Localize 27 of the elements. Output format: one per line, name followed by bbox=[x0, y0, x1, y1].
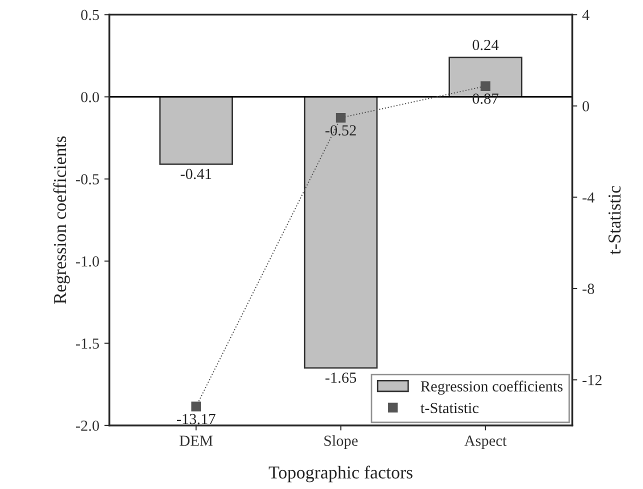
y2-tick-label: -8 bbox=[582, 284, 594, 294]
point bbox=[191, 402, 201, 412]
x-axis-title: Topographic factors bbox=[268, 466, 412, 482]
y-axis-title: Regression coefficients bbox=[53, 136, 70, 304]
y2-tick-label: 4 bbox=[582, 10, 590, 20]
x-tick-label: Slope bbox=[324, 435, 358, 450]
y-tick-label: -1.0 bbox=[76, 256, 100, 267]
point bbox=[336, 112, 346, 123]
y-tick-label: -0.5 bbox=[76, 174, 99, 184]
data-label: -1.65 bbox=[325, 372, 356, 383]
data-label: -13.17 bbox=[176, 414, 216, 424]
data-label: 0.24 bbox=[472, 40, 499, 50]
y-tick-label: 0.0 bbox=[81, 92, 100, 102]
data-label: -0.41 bbox=[180, 168, 212, 180]
y-tick-label: -1.5 bbox=[76, 338, 99, 349]
x-tick-label: Aspect bbox=[464, 436, 507, 450]
y2-tick-label: -12 bbox=[582, 374, 602, 386]
point bbox=[480, 81, 490, 91]
y2-tick-label: -4 bbox=[582, 192, 594, 203]
y2-tick-label: 0 bbox=[582, 101, 590, 112]
legend-label: Regression coefficients bbox=[420, 380, 563, 395]
legend-label: t-Statistic bbox=[420, 402, 478, 414]
x-tick-label: DEM bbox=[180, 436, 213, 446]
y-tick-label: 0.5 bbox=[81, 10, 99, 20]
y2-axis-title: t-Statistic bbox=[608, 186, 621, 254]
y-tick-label: -2.0 bbox=[76, 420, 100, 431]
data-label: -0.52 bbox=[325, 125, 356, 136]
